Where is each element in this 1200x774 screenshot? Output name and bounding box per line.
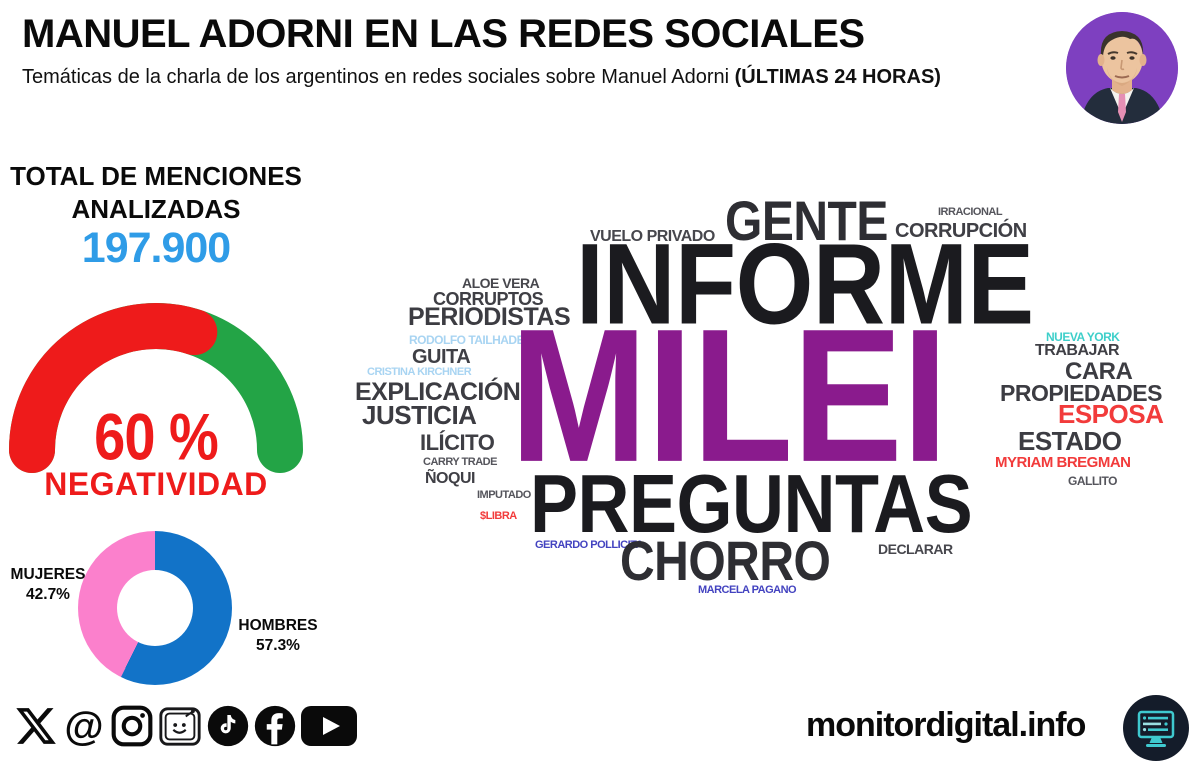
subtitle-timeframe: (ÚLTIMAS 24 HORAS) (734, 66, 941, 88)
mentions-label: TOTAL DE MENCIONES ANALIZADAS (0, 160, 312, 225)
page-subtitle: Temáticas de la charla de los argentinos… (22, 66, 941, 89)
gauge-caption: NEGATIVIDAD (44, 466, 268, 502)
donut-label-hombres: HOMBRES 57.3% (232, 616, 324, 656)
cloud-word: RODOLFO TAILHADE (409, 333, 525, 347)
avatar (1066, 12, 1178, 124)
cloud-word: TRABAJAR (1035, 342, 1120, 359)
gauge-arc (9, 303, 303, 473)
cloud-word: IRRACIONAL (938, 206, 1003, 218)
site-name[interactable]: monitordigital.info (806, 706, 1086, 744)
cloud-word: PERIODISTAS (408, 303, 571, 331)
mentions-label-line2: ANALIZADAS (71, 193, 241, 224)
monitor-logo-icon (1122, 694, 1190, 762)
svg-text:@: @ (64, 703, 103, 748)
cloud-word: ESPOSA (1058, 399, 1164, 429)
cloud-word: PREGUNTAS (530, 458, 973, 551)
cloud-word: INFORME (576, 220, 1034, 349)
gauge-value: 60 % (94, 399, 219, 474)
mujeres-pct: 42.7% (26, 586, 70, 604)
cloud-word: GALLITO (1068, 474, 1117, 488)
cloud-word: ESTADO (1018, 426, 1122, 456)
cloud-word: CARRY TRADE (423, 456, 497, 468)
cloud-word: DECLARAR (878, 541, 953, 557)
cloud-word: ILÍCITO (420, 430, 495, 455)
cloud-word: MARCELA PAGANO (698, 584, 797, 596)
hombres-label: HOMBRES (238, 617, 318, 634)
donut-label-mujeres: MUJERES 42.7% (2, 565, 94, 605)
cloud-word: VUELO PRIVADO (590, 228, 715, 245)
page-title: MANUEL ADORNI EN LAS REDES SOCIALES (22, 12, 865, 56)
cloud-word: NUEVA YORK (1046, 330, 1120, 344)
facebook-icon[interactable] (253, 704, 297, 748)
cloud-word: PROPIEDADES (1000, 380, 1162, 406)
word-cloud: VUELO PRIVADO GENTE IRRACIONAL CORRUPCIÓN IN… (340, 190, 1200, 610)
cloud-word: CHORRO (620, 531, 831, 593)
mentions-value: 197.900 (81, 224, 231, 272)
youtube-icon[interactable] (300, 705, 358, 747)
mentions-label-line1: TOTAL DE MENCIONES (10, 161, 302, 191)
cloud-word: CORRUPCIÓN (895, 220, 1027, 242)
cloud-word: IMPUTADO (477, 489, 531, 501)
cloud-word: ÑOQUI (425, 470, 475, 487)
cloud-word: CRISTINA KIRCHNER (367, 366, 472, 378)
gender-donut (78, 531, 232, 685)
social-icons-row: @ (14, 700, 358, 752)
cloud-word: EXPLICACIÓN (355, 378, 521, 406)
portrait-icon (1066, 12, 1178, 124)
tv-smiley-icon[interactable] (157, 702, 203, 750)
cloud-word: CARA (1065, 358, 1133, 385)
cloud-word: $LIBRA (480, 510, 517, 522)
cloud-word: CORRUPTOS (433, 289, 544, 309)
instagram-icon[interactable] (110, 704, 154, 748)
mujeres-label: MUJERES (10, 566, 86, 583)
subtitle-text: Temáticas de la charla de los argentinos… (22, 66, 730, 88)
cloud-word: GERARDO POLLICITA (535, 539, 644, 551)
hombres-pct: 57.3% (256, 637, 300, 655)
cloud-word: GENTE (725, 191, 888, 253)
cloud-word: MYRIAM BREGMAN (995, 454, 1131, 471)
x-icon[interactable] (14, 704, 58, 748)
cloud-word: GUITA (412, 346, 471, 368)
cloud-word: JUSTICIA (362, 400, 477, 430)
threads-icon[interactable]: @ (61, 702, 107, 750)
negativity-gauge (0, 298, 312, 484)
donut-hole (117, 570, 193, 646)
cloud-word: MILEI (510, 289, 948, 502)
tiktok-icon[interactable] (206, 704, 250, 748)
cloud-word: ALOE VERA (462, 275, 540, 291)
